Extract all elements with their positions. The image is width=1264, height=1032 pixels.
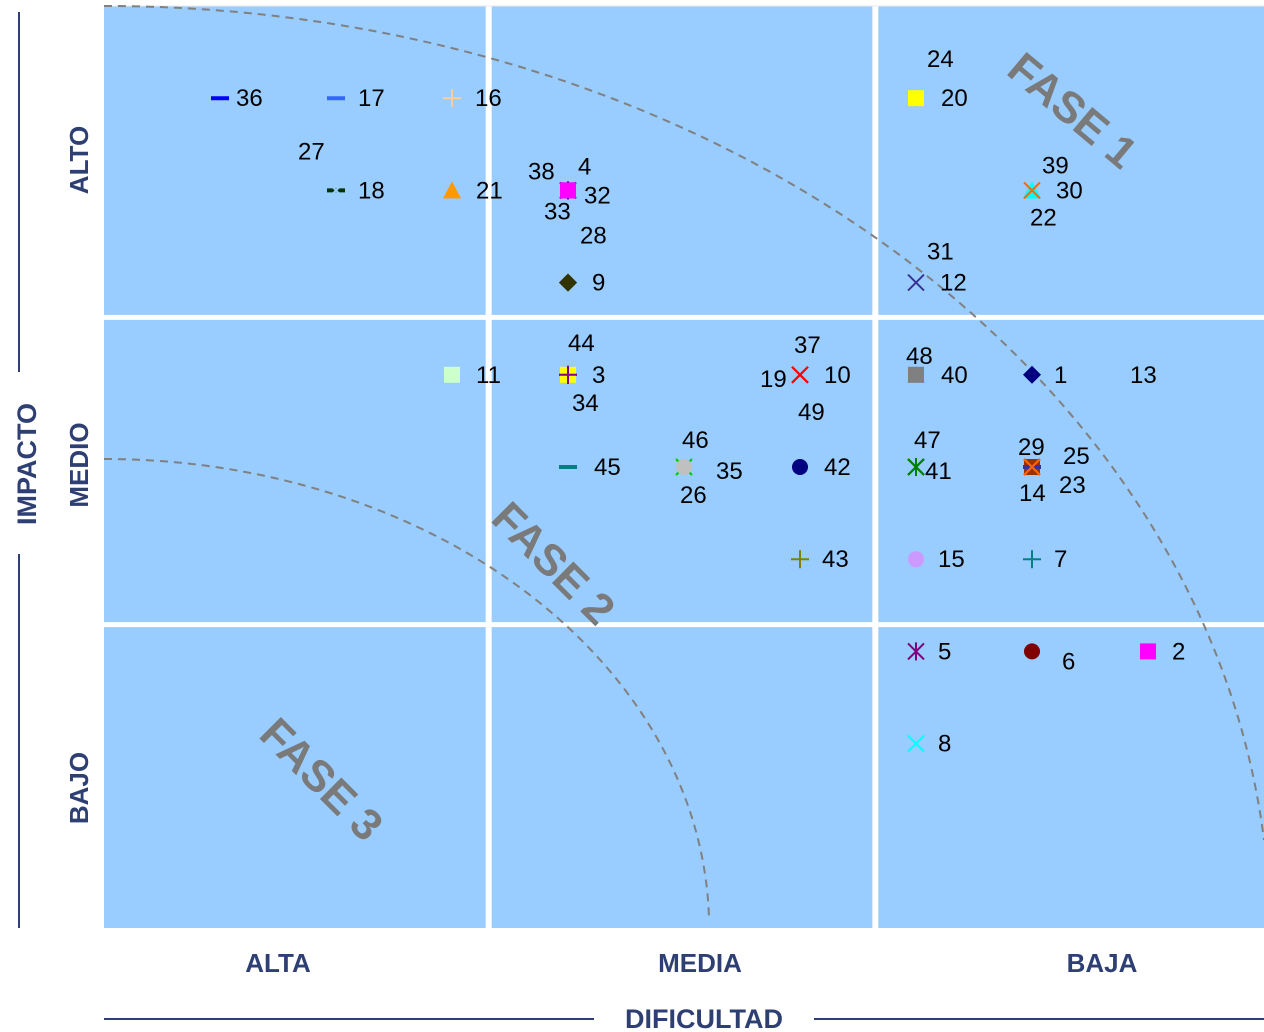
- data-label-13: 13: [1130, 362, 1157, 389]
- phase-1-boundary: [103, 5, 1264, 841]
- data-label-30: 30: [1056, 177, 1083, 204]
- marker-1: [1023, 365, 1041, 384]
- phase-2-boundary: [103, 458, 710, 919]
- data-label-45: 45: [594, 454, 621, 481]
- data-label-24: 24: [927, 46, 954, 73]
- data-label-41: 41: [925, 458, 952, 485]
- x-tick-alta: ALTA: [245, 948, 311, 978]
- data-label-26: 26: [680, 482, 707, 509]
- marker-38: [560, 182, 576, 199]
- data-label-29: 29: [1018, 434, 1045, 461]
- data-label-44: 44: [568, 330, 595, 357]
- marker-39: [1023, 181, 1041, 200]
- data-label-16: 16: [475, 85, 502, 112]
- data-label-15: 15: [938, 546, 965, 573]
- marker-13: [1139, 366, 1157, 384]
- data-label-1: 1: [1054, 362, 1067, 389]
- data-label-3: 3: [592, 362, 605, 389]
- marker-27: [327, 181, 345, 200]
- marker-15: [908, 551, 924, 568]
- data-label-31: 31: [927, 239, 954, 266]
- data-label-18: 18: [358, 177, 385, 204]
- data-label-36: 36: [236, 85, 263, 112]
- data-label-35: 35: [716, 458, 743, 485]
- phase-arcs: [103, 5, 1264, 919]
- data-label-19: 19: [760, 366, 787, 393]
- marker-31: [907, 273, 925, 292]
- data-label-7: 7: [1054, 546, 1067, 573]
- data-label-23: 23: [1059, 472, 1086, 499]
- marker-47: [907, 458, 925, 476]
- data-markers: [211, 89, 1157, 753]
- marker-46: [676, 459, 692, 475]
- marker-7: [1023, 550, 1041, 569]
- data-label-40: 40: [941, 362, 968, 389]
- data-label-25: 25: [1063, 443, 1090, 470]
- data-label-33: 33: [544, 198, 571, 225]
- marker-11: [444, 366, 460, 383]
- data-label-38: 38: [528, 158, 555, 185]
- data-label-22: 22: [1030, 204, 1057, 231]
- y-axis-title: IMPACTO: [12, 403, 42, 525]
- marker-43: [791, 550, 809, 569]
- data-label-12: 12: [940, 270, 967, 297]
- marker-24: [908, 90, 924, 107]
- marker-42: [792, 459, 808, 475]
- marker-16: [443, 89, 461, 108]
- data-label-32: 32: [584, 182, 611, 209]
- data-label-9: 9: [592, 270, 605, 297]
- marker-2: [1140, 643, 1156, 660]
- grid-lines: [104, 5, 1264, 928]
- data-label-4: 4: [578, 153, 591, 180]
- marker-29: [1023, 458, 1041, 476]
- marker-6: [1024, 643, 1040, 660]
- data-label-28: 28: [580, 223, 607, 250]
- marker-21: [443, 181, 461, 199]
- data-label-37: 37: [794, 332, 821, 359]
- data-label-5: 5: [938, 638, 951, 665]
- marker-44: [559, 365, 577, 384]
- data-label-48: 48: [906, 343, 933, 370]
- data-label-27: 27: [298, 138, 325, 165]
- data-label-39: 39: [1042, 152, 1069, 179]
- x-tick-media: MEDIA: [658, 948, 742, 978]
- data-label-46: 46: [682, 427, 709, 454]
- data-label-14: 14: [1019, 480, 1046, 507]
- x-axis-title: DIFICULTAD: [625, 1004, 783, 1032]
- marker-8: [907, 734, 925, 753]
- data-label-34: 34: [572, 390, 599, 417]
- data-label-8: 8: [938, 731, 951, 758]
- data-label-43: 43: [822, 546, 849, 573]
- y-tick-medio: MEDIO: [64, 422, 94, 507]
- marker-48: [908, 366, 924, 383]
- y-tick-alto: ALTO: [64, 126, 94, 194]
- data-label-21: 21: [476, 177, 503, 204]
- marker-5: [907, 642, 925, 661]
- x-tick-baja: BAJA: [1067, 948, 1138, 978]
- data-label-6: 6: [1062, 648, 1075, 675]
- marker-49: [791, 366, 809, 384]
- y-tick-bajo: BAJO: [64, 752, 94, 824]
- data-label-49: 49: [798, 399, 825, 426]
- data-label-42: 42: [824, 454, 851, 481]
- data-label-20: 20: [941, 85, 968, 112]
- marker-28: [559, 273, 577, 292]
- data-label-17: 17: [358, 85, 385, 112]
- data-label-10: 10: [824, 362, 851, 389]
- data-label-11: 11: [476, 362, 501, 389]
- data-label-47: 47: [914, 427, 941, 454]
- data-label-2: 2: [1172, 638, 1185, 665]
